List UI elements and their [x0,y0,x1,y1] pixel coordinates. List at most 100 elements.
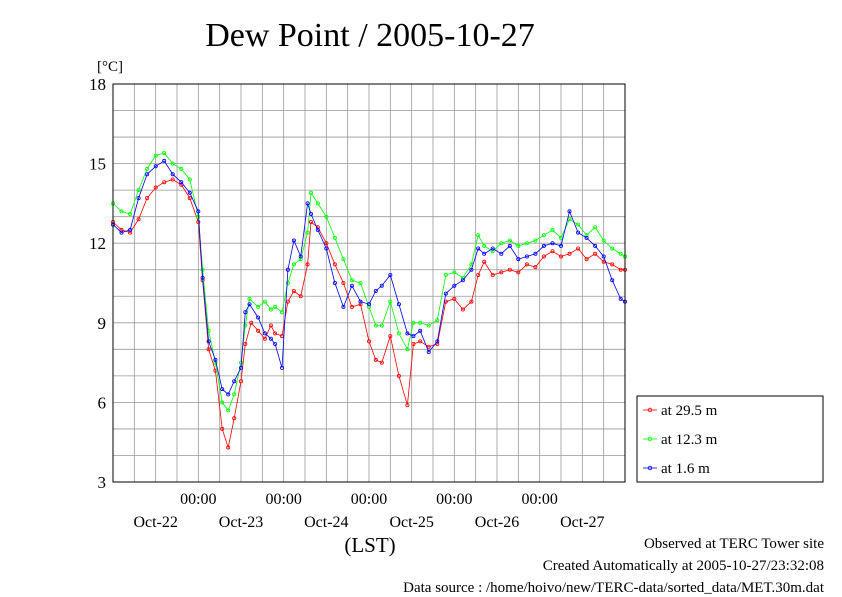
data-point [341,280,346,285]
data-point [452,270,457,275]
data-point [291,262,296,267]
data-point [550,227,555,232]
data-point [136,188,141,193]
data-point [452,296,457,301]
data-point [618,296,623,301]
data-point [524,262,529,267]
footer-created: Created Automatically at 2005-10-27/23:3… [542,558,824,574]
data-point [576,222,581,227]
data-point [298,294,303,299]
series-line [112,160,626,396]
data-point [358,280,363,285]
series-line [112,152,626,412]
data-point [226,445,231,450]
data-point [418,320,423,325]
data-point [136,217,141,222]
data-point [476,246,481,251]
data-point [291,288,296,293]
data-point [366,302,371,307]
data-point [238,365,243,370]
data-point [490,272,495,277]
data-point [256,304,261,309]
legend: at 29.5 m at 12.3 m at 1.6 m [636,395,824,483]
x-tick-label: 00:00 [436,491,472,508]
data-point [256,328,261,333]
x-axis-label: (LST) [344,533,395,557]
data-point [418,339,423,344]
legend-label: at 29.5 m [661,403,718,419]
data-point [567,251,572,256]
data-point [379,323,384,328]
data-point [507,267,512,272]
x-day-label: Oct-23 [219,514,263,531]
data-point [153,153,158,158]
data-point [396,302,401,307]
data-point [388,334,393,339]
data-point [559,254,564,259]
data-point [610,246,615,251]
data-point [576,230,581,235]
data-point [268,307,273,312]
data-point [243,323,248,328]
data-point [593,251,598,256]
data-point [249,320,254,325]
data-point [285,267,290,272]
data-point [482,243,487,248]
data-point [341,257,346,262]
data-point [610,262,615,267]
data-point [145,196,150,201]
data-point [584,235,589,240]
data-point [213,357,218,362]
data-point [153,164,158,169]
data-point [373,357,378,362]
legend-label: at 1.6 m [661,461,710,477]
data-point [298,254,303,259]
series-3 [111,158,628,397]
data-point [332,262,337,267]
data-point [349,283,354,288]
data-point [256,315,261,320]
legend-item: at 1.6 m [643,461,710,477]
series-2 [111,150,628,413]
data-point [128,230,133,235]
data-point [232,379,237,384]
data-point [358,299,363,304]
data-point [584,233,589,238]
y-tick-label: 15 [89,155,106,174]
data-point [411,341,416,346]
data-point [243,310,248,315]
data-point [305,230,310,235]
data-point [358,302,363,307]
data-point [170,172,175,177]
data-point [341,304,346,309]
x-tick-label: 00:00 [265,491,301,508]
data-point [460,278,465,283]
x-day-label: Oct-25 [389,514,433,531]
legend-swatch-marker [647,436,653,442]
data-point [179,166,184,171]
series-layer [111,150,628,450]
data-point [273,341,278,346]
data-point [332,235,337,240]
data-point [618,251,623,256]
data-point [405,403,410,408]
data-point [593,225,598,230]
data-point [559,243,564,248]
data-point [507,238,512,243]
data-point [162,150,167,155]
data-point [452,283,457,288]
data-point [373,323,378,328]
data-point [618,267,623,272]
data-point [469,299,474,304]
data-point [315,201,320,206]
data-point [170,161,175,166]
data-point [490,246,495,251]
data-point [610,278,615,283]
data-point [324,214,329,219]
data-point [411,320,416,325]
data-point [206,328,211,333]
data-point [273,304,278,309]
data-point [476,272,481,277]
data-point [482,251,487,256]
